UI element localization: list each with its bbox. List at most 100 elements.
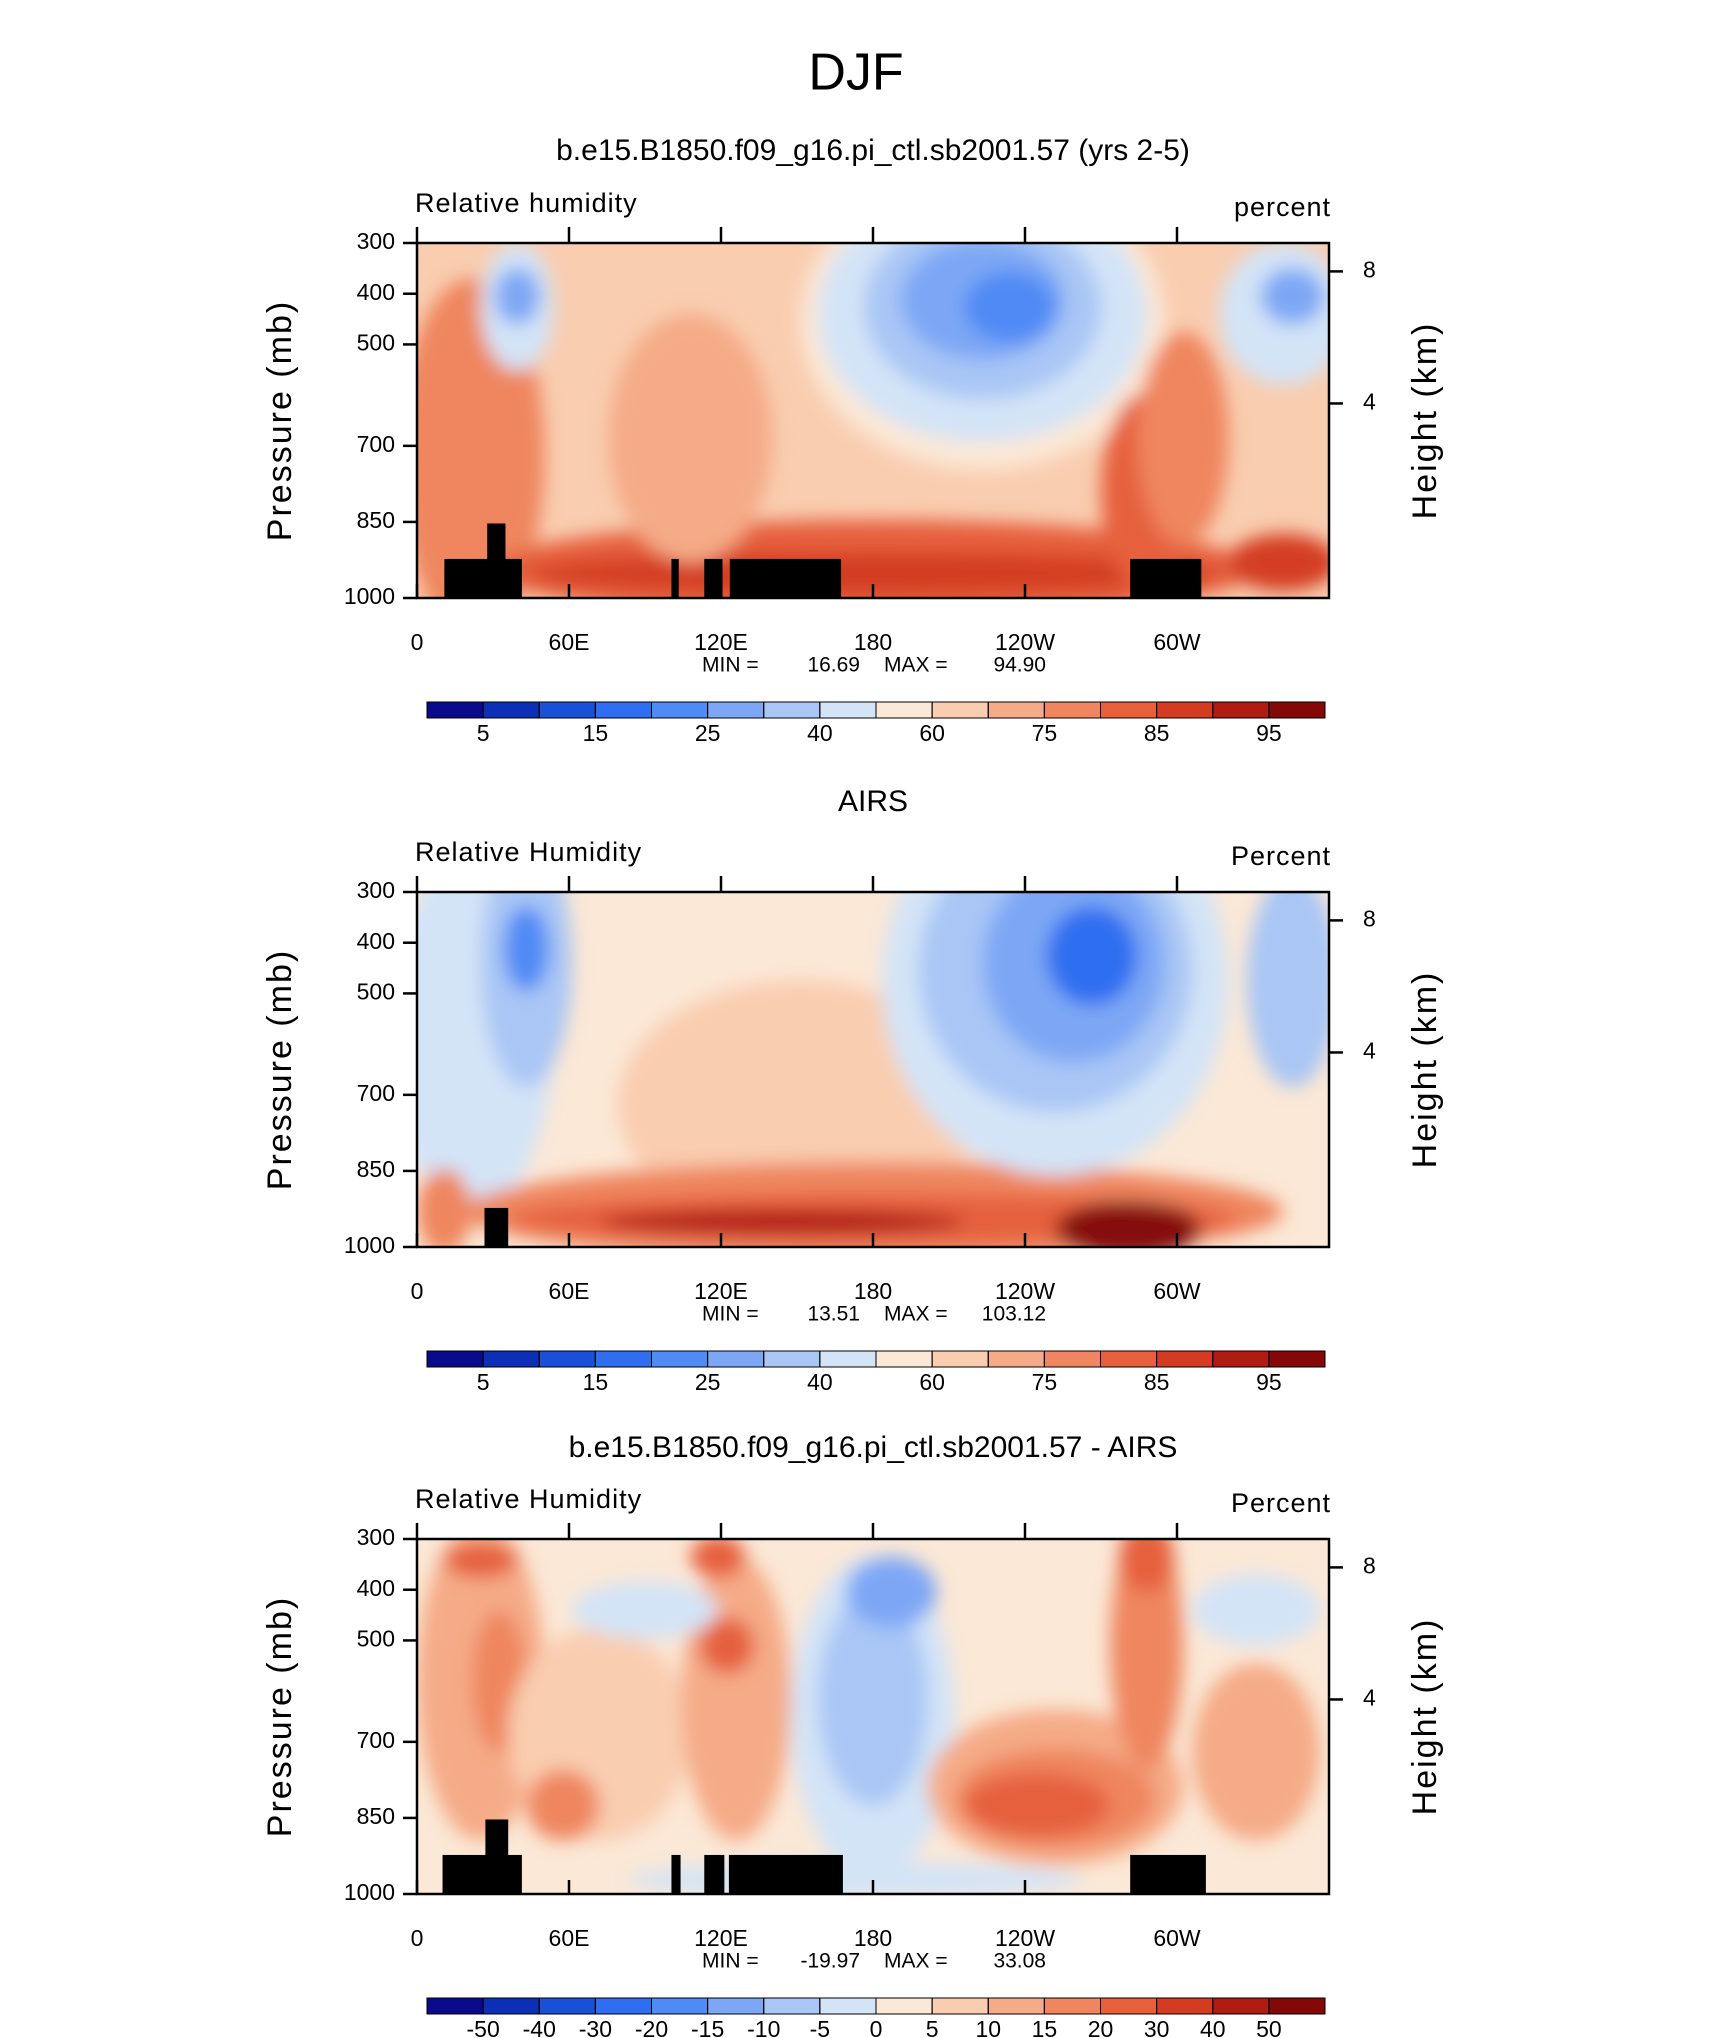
- max-value: 103.12: [982, 1303, 1046, 1326]
- colorbar-label: -20: [635, 2016, 668, 2038]
- y2-axis-title: Height (km): [1406, 971, 1444, 1169]
- x-tick-label: 0: [411, 629, 424, 655]
- colorbar-box: [1268, 1997, 1326, 2015]
- y-tick-label: 850: [357, 1156, 395, 1182]
- colorbar-box: [482, 701, 540, 719]
- y-tick-label: 300: [357, 877, 395, 903]
- x-tick-label: 180: [854, 1925, 892, 1951]
- colorbar-label: -30: [579, 2016, 612, 2038]
- x-tick-label: 120E: [694, 1278, 748, 1304]
- field-blobs: [417, 892, 1329, 1247]
- colorbar-box: [987, 1997, 1045, 2015]
- y-tick-label: 700: [357, 431, 395, 457]
- colorbar-box: [538, 1997, 596, 2015]
- colorbar-box: [538, 701, 596, 719]
- colorbar-label: 5: [926, 2016, 939, 2038]
- colorbar-box: [819, 701, 877, 719]
- x-tick-label: 120E: [694, 1925, 748, 1951]
- y-tick-label: 850: [357, 507, 395, 533]
- colorbar-label: 40: [807, 1369, 833, 1395]
- contour-region: [964, 271, 1056, 343]
- y2-tick-label: 8: [1363, 905, 1376, 931]
- colorbar-label: 20: [1088, 2016, 1114, 2038]
- colorbar-label: -40: [523, 2016, 556, 2038]
- land-mask: [1130, 1854, 1206, 1894]
- colorbar-label: 40: [807, 720, 833, 746]
- contour-region: [572, 1581, 718, 1639]
- colorbar-label: 60: [919, 1369, 945, 1395]
- colorbar-label: 10: [975, 2016, 1001, 2038]
- colorbar-box: [1100, 1350, 1158, 1368]
- land-mask: [728, 1854, 843, 1894]
- colorbar-box: [707, 701, 765, 719]
- contour-region: [417, 1168, 472, 1247]
- contour-region: [1260, 267, 1325, 325]
- x-tick-label: 60E: [549, 1925, 590, 1951]
- colorbar-label: 25: [695, 720, 721, 746]
- right-label: percent: [1234, 192, 1331, 222]
- land-mask: [444, 558, 522, 598]
- y-tick-label: 850: [357, 1803, 395, 1829]
- colorbar-label: 25: [695, 1369, 721, 1395]
- colorbar-label: 95: [1256, 1369, 1282, 1395]
- contour-region: [690, 1539, 746, 1579]
- y2-tick-label: 8: [1363, 256, 1376, 282]
- right-label: Percent: [1231, 841, 1331, 871]
- x-tick-label: 120E: [694, 629, 748, 655]
- colorbar-box: [482, 1350, 540, 1368]
- x-tick-label: 60E: [549, 629, 590, 655]
- colorbar-box: [819, 1350, 877, 1368]
- colorbar-box: [538, 1350, 596, 1368]
- y-tick-label: 400: [357, 928, 395, 954]
- colorbar-box: [763, 701, 821, 719]
- colorbar-box: [707, 1350, 765, 1368]
- colorbar-label: 95: [1256, 720, 1282, 746]
- y2-tick-label: 4: [1363, 1038, 1376, 1064]
- left-label: Relative humidity: [415, 188, 638, 218]
- colorbar-box: [594, 1997, 652, 2015]
- max-value: 33.08: [993, 1950, 1046, 1973]
- max-label: MAX =: [884, 1950, 948, 1973]
- colorbar-label: 75: [1032, 720, 1058, 746]
- panel-title: b.e15.B1850.f09_g16.pi_ctl.sb2001.57 (yr…: [556, 134, 1190, 167]
- land-mask: [729, 558, 842, 598]
- colorbar-box: [1268, 701, 1326, 719]
- contour-field: [417, 243, 1329, 598]
- colorbar-box: [1043, 1350, 1101, 1368]
- colorbar-box: [987, 1350, 1045, 1368]
- y-tick-label: 1000: [344, 1879, 395, 1905]
- panel-title: AIRS: [838, 785, 908, 818]
- y-tick-label: 300: [357, 228, 395, 254]
- x-tick-label: 120W: [995, 1278, 1055, 1304]
- colorbar-label: -15: [691, 2016, 724, 2038]
- min-label: MIN =: [702, 1950, 759, 1973]
- field-blobs: [417, 1539, 1320, 1894]
- colorbar-box: [1043, 701, 1101, 719]
- contour-field: [417, 892, 1329, 1247]
- colorbar-box: [987, 701, 1045, 719]
- colorbar-box: [1156, 1997, 1214, 2015]
- y-axis-title: Pressure (mb): [261, 949, 299, 1190]
- y-tick-label: 300: [357, 1524, 395, 1550]
- contour-field: [417, 1539, 1329, 1894]
- min-label: MIN =: [702, 1303, 759, 1326]
- colorbar-box: [1156, 701, 1214, 719]
- land-mask: [487, 523, 506, 598]
- contour-region: [526, 551, 1220, 595]
- x-tick-label: 180: [854, 629, 892, 655]
- x-tick-label: 0: [411, 1278, 424, 1304]
- panel-title: b.e15.B1850.f09_g16.pi_ctl.sb2001.57 - A…: [569, 1431, 1178, 1464]
- colorbar-box: [1212, 1350, 1270, 1368]
- colorbar-label: -5: [810, 2016, 830, 2038]
- y2-tick-label: 4: [1363, 389, 1376, 415]
- land-mask: [671, 558, 679, 598]
- field-blobs: [417, 243, 1329, 598]
- x-tick-label: 0: [411, 1925, 424, 1951]
- contour-region: [1137, 331, 1229, 545]
- contour-region: [608, 314, 773, 563]
- x-tick-label: 60W: [1153, 1925, 1201, 1951]
- contour-region: [1046, 906, 1138, 1006]
- colorbar-box: [763, 1350, 821, 1368]
- colorbar-box: [875, 1350, 933, 1368]
- y-tick-label: 700: [357, 1080, 395, 1106]
